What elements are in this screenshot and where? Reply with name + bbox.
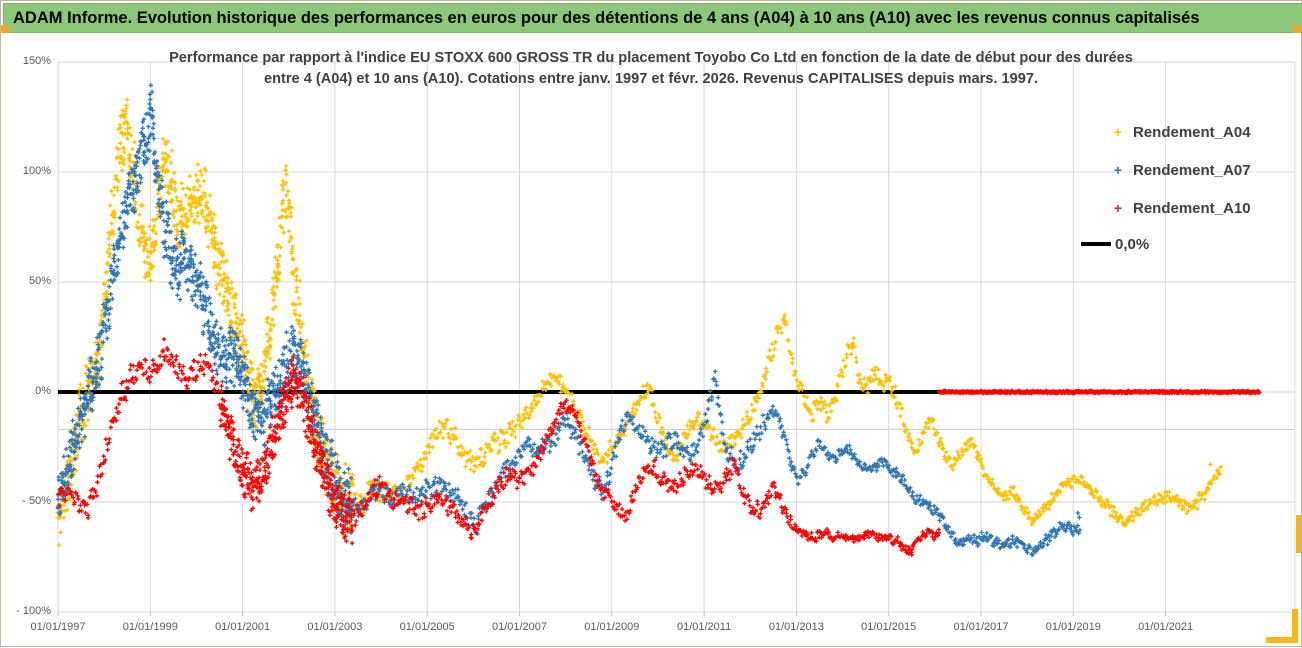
corner-accent-horizontal — [1266, 637, 1298, 643]
plus-marker-icon: + — [1113, 200, 1123, 216]
x-tick-label: 01/01/2017 — [953, 621, 1009, 633]
zero-line-sample-icon — [1081, 242, 1111, 246]
x-tick-label: 01/01/2021 — [1138, 621, 1194, 633]
y-tick-label: - 100% — [16, 605, 51, 617]
legend-label-a04: Rendement_A04 — [1133, 123, 1251, 141]
chart-title: Performance par rapport à l'indice EU ST… — [91, 48, 1211, 90]
y-tick-label: 100% — [22, 165, 51, 177]
banner-title: ADAM Informe. Evolution historique des p… — [3, 3, 1302, 33]
right-edge-accent — [1296, 515, 1301, 553]
x-tick-label: 01/01/2013 — [768, 621, 824, 633]
legend-item-zero-line[interactable]: 0,0% — [1081, 233, 1291, 255]
zero-band-markers — [937, 388, 1262, 396]
scatter-series-Rendement_A10 — [55, 337, 942, 557]
banner-accent-right — [1293, 25, 1301, 33]
banner-title-text: ADAM Informe. Evolution historique des p… — [13, 8, 1200, 27]
x-tick-label: 01/01/2001 — [215, 621, 271, 633]
x-tick-label: 01/01/2015 — [861, 621, 917, 633]
legend-item-a07[interactable]: + Rendement_A07 — [1081, 157, 1291, 183]
x-tick-label: 01/01/1999 — [122, 621, 178, 633]
y-tick-label: 0% — [35, 385, 51, 397]
x-tick-label: 01/01/2005 — [399, 621, 455, 633]
x-tick-label: 01/01/2019 — [1045, 621, 1101, 633]
legend-item-a04[interactable]: + Rendement_A04 — [1081, 119, 1291, 145]
banner-accent-left — [1, 25, 9, 33]
y-tick-label: - 50% — [22, 495, 51, 507]
legend-item-a10[interactable]: + Rendement_A10 — [1081, 195, 1291, 221]
chart-title-line2: entre 4 (A04) et 10 ans (A10). Cotations… — [263, 71, 1039, 87]
plus-marker-icon: + — [1113, 124, 1123, 140]
x-tick-label: 01/01/2011 — [676, 621, 732, 633]
x-tick-label: 01/01/2003 — [307, 621, 363, 633]
x-tick-label: 01/01/1997 — [30, 621, 86, 633]
plus-marker-icon: + — [1113, 162, 1123, 178]
legend-label-a07: Rendement_A07 — [1133, 161, 1251, 179]
legend-label-a10: Rendement_A10 — [1133, 199, 1251, 217]
x-tick-label: 01/01/2009 — [584, 621, 640, 633]
chart-title-line1: Performance par rapport à l'indice EU ST… — [169, 50, 1133, 66]
x-tick-label: 01/01/2007 — [491, 621, 548, 633]
y-tick-label: 150% — [22, 55, 51, 67]
scatter-series-Rendement_A07 — [55, 83, 1083, 557]
y-tick-label: 50% — [28, 275, 51, 287]
legend-label-zero: 0,0% — [1115, 235, 1150, 253]
chart-legend: + Rendement_A04 + Rendement_A07 + Rendem… — [1081, 119, 1291, 255]
corner-accent-vertical — [1292, 609, 1298, 643]
